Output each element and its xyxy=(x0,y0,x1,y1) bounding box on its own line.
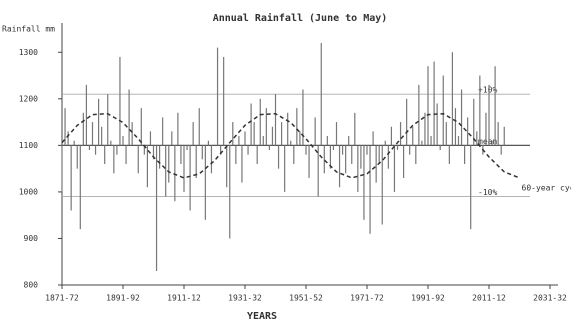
x-tick-label: 1891-92 xyxy=(106,294,140,303)
x-tick-label: 1991-92 xyxy=(411,294,445,303)
y-tick-label: 1200 xyxy=(19,94,38,103)
y-tick-label: 900 xyxy=(24,234,39,243)
x-tick-label: 1971-72 xyxy=(350,294,384,303)
cycle-label: 60-year cycle xyxy=(522,183,571,192)
x-axis-label: YEARS xyxy=(247,311,277,322)
y-tick-label: 1000 xyxy=(19,187,38,196)
x-tick-label: 2031-32 xyxy=(533,294,567,303)
x-tick-label: 1911-12 xyxy=(167,294,201,303)
reference-label: -10% xyxy=(478,188,497,197)
reference-label: mean xyxy=(478,137,497,146)
x-tick-label: 2011-12 xyxy=(472,294,506,303)
y-tick-label: 1100 xyxy=(19,141,38,150)
y-axis-label: Rainfall mm xyxy=(2,25,55,34)
x-tick-label: 1951-52 xyxy=(289,294,323,303)
y-tick-label: 1300 xyxy=(19,48,38,57)
chart-title: Annual Rainfall (June to May) xyxy=(213,12,388,24)
x-tick-label: 1931-32 xyxy=(228,294,262,303)
reference-label: +10% xyxy=(478,86,497,95)
y-tick-label: 800 xyxy=(24,281,39,290)
cycle-line xyxy=(61,112,520,179)
x-tick-label: 1871-72 xyxy=(45,294,79,303)
